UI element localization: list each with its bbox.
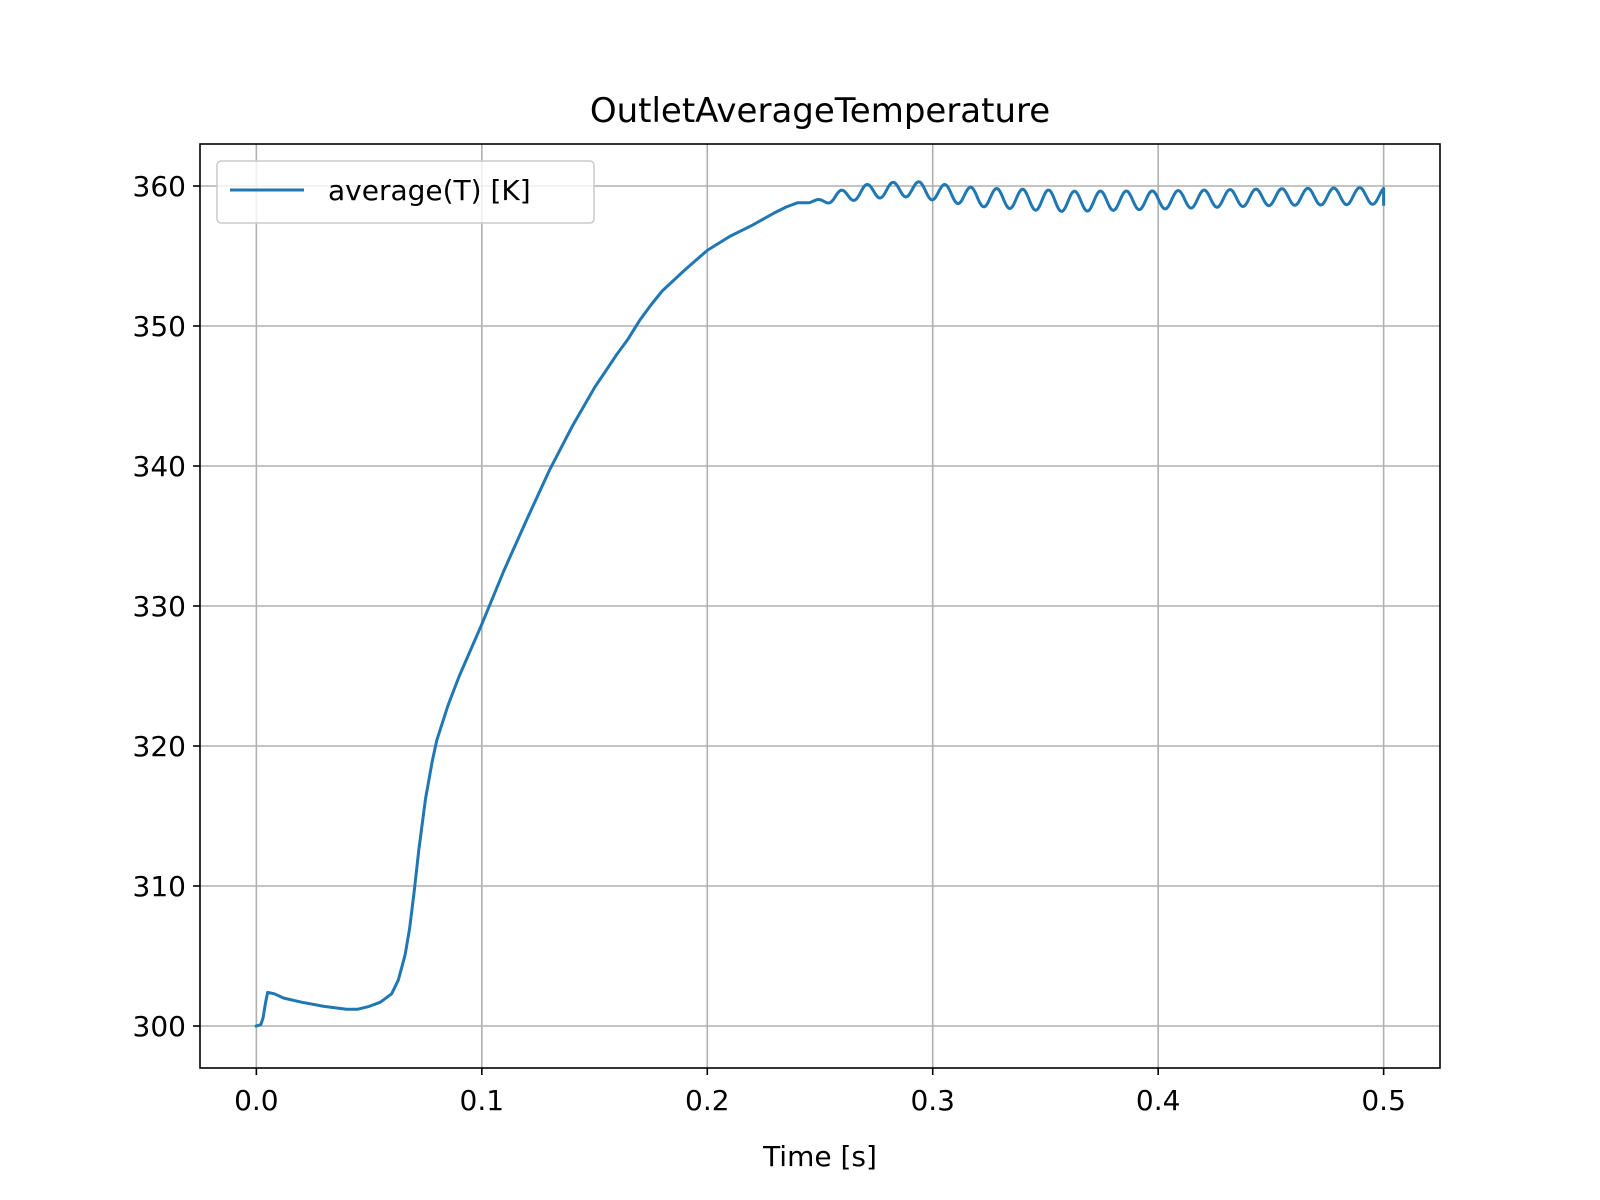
legend-label: average(T) [K]	[328, 174, 531, 207]
x-axis-label: Time [s]	[762, 1140, 877, 1173]
legend-box	[216, 160, 595, 224]
y-tick-label: 350	[133, 310, 186, 343]
chart-title: OutletAverageTemperature	[590, 91, 1050, 131]
series-line	[254, 180, 1386, 1028]
legend: average(T) [K]	[216, 160, 595, 224]
y-tick-label: 330	[133, 590, 186, 623]
y-axis: 300 310 320 330 340 350 360	[133, 170, 200, 1043]
x-tick-label: 0.2	[685, 1084, 730, 1117]
y-tick-label: 320	[133, 730, 186, 763]
y-tick-label: 360	[133, 170, 186, 203]
x-tick-label: 0.5	[1361, 1084, 1406, 1117]
x-tick-label: 0.3	[910, 1084, 955, 1117]
y-tick-label: 310	[133, 870, 186, 903]
y-tick-label: 300	[133, 1010, 186, 1043]
series-layer	[254, 180, 1386, 1028]
grid-lines	[200, 144, 1440, 1068]
y-tick-label: 340	[133, 450, 186, 483]
x-axis: 0.0 0.1 0.2 0.3 0.4 0.5	[234, 1068, 1406, 1117]
x-tick-label: 0.0	[234, 1084, 279, 1117]
x-tick-label: 0.4	[1136, 1084, 1181, 1117]
x-tick-label: 0.1	[460, 1084, 505, 1117]
